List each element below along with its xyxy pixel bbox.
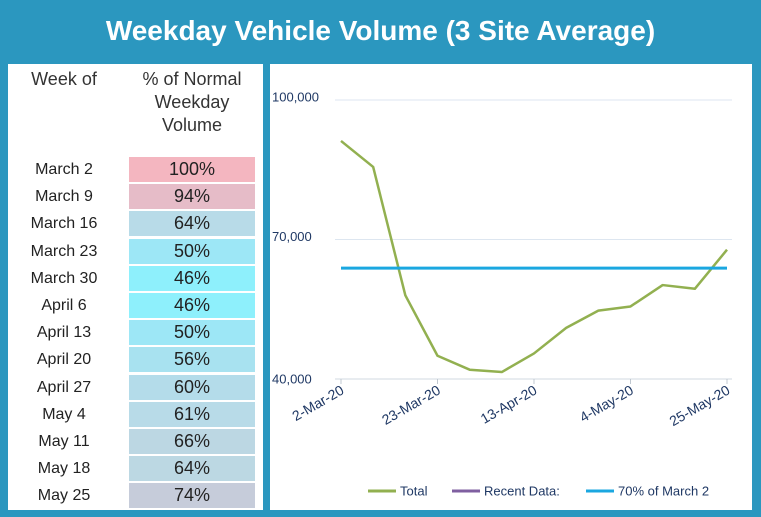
x-tick-label: 4-May-20 [577,382,636,426]
week-cell: April 6 [41,297,87,314]
percent-cell: 50% [129,238,255,264]
percent-cell: 46% [129,265,255,291]
table-header: Week of [31,69,97,89]
week-cell: April 27 [36,378,92,396]
x-tick-label: 13-Apr-20 [478,382,540,427]
week-cell: April 20 [36,351,92,369]
percent-cell: 64% [129,211,255,237]
y-tick-label: 100,000 [272,89,319,104]
legend-label: Recent Data: [484,483,560,498]
week-cell: March 9 [35,188,93,206]
week-cell: May 4 [42,405,86,423]
x-tick-label: 2-Mar-20 [289,382,346,424]
week-cell: May 18 [37,460,91,478]
series-line [340,139,728,374]
week-cell: March 16 [30,215,98,233]
percent-cell: 46% [129,293,255,318]
legend-label: Total [400,483,428,498]
week-cell: May 11 [38,433,90,450]
percent-cell: 100% [129,157,255,182]
percent-cell: 56% [129,347,255,373]
x-tick-label: 25-May-20 [667,382,733,429]
legend-label: 70% of March 2 [618,483,709,498]
week-cell: March 23 [30,242,98,260]
table-header: % of Normal Weekday Volume [142,69,242,135]
week-cell: May 25 [37,487,91,505]
percent-cell: 50% [129,320,255,346]
percent-cell: 60% [129,374,255,400]
week-cell: March 30 [30,269,98,287]
chart: 40,000 70,000 100,000 2-Mar-20 23-Mar-20 13-A… [270,64,752,510]
percent-cell: 74% [129,483,255,509]
percent-cell: 94% [129,184,255,210]
percent-cell: 61% [129,401,255,427]
y-tick-label: 40,000 [272,371,312,386]
y-tick-label: 70,000 [272,229,312,244]
week-cell: March 2 [35,161,93,178]
week-cell: April 13 [36,324,92,342]
table: Week of % of Normal Weekday Volume March… [8,64,263,510]
title: Weekday Vehicle Volume (3 Site Average) [105,15,656,46]
percent-cell: 64% [129,456,255,482]
x-tick-label: 23-Mar-20 [379,382,443,428]
percent-cell: 66% [129,429,255,454]
